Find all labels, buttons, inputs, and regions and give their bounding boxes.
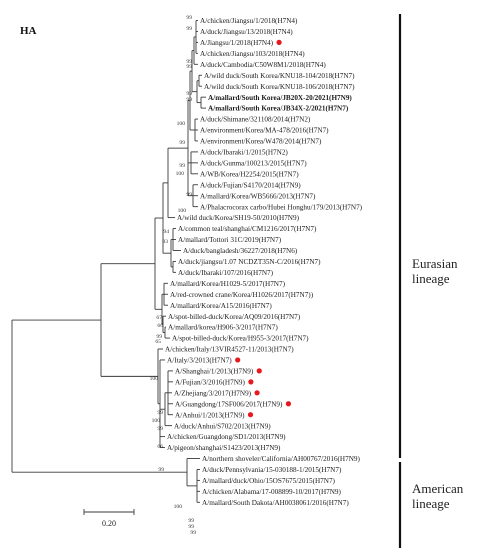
bootstrap-value: 100 bbox=[174, 504, 183, 510]
bootstrap-value: 99 bbox=[157, 426, 163, 432]
lineage-label: lineage bbox=[412, 271, 450, 286]
taxon-label: A/duck/Anhui/S702/2013(H7N9) bbox=[174, 422, 271, 430]
bootstrap-value: 93 bbox=[162, 239, 168, 245]
bootstrap-value: 65 bbox=[155, 339, 161, 345]
bootstrap-value: 99 bbox=[186, 97, 192, 103]
taxon-label: A/Italy/3/2013(H7N7) bbox=[167, 357, 232, 365]
bootstrap-value: 99 bbox=[188, 524, 194, 530]
taxon-label: A/mallard/Korea/A15/2016(H7N7) bbox=[170, 302, 272, 310]
taxon-label: A/duck/Fujian/S4170/2014(H7N9) bbox=[200, 181, 301, 189]
human-isolate-marker bbox=[285, 401, 292, 407]
taxon-label: A/Anhui/1/2013(H7N9) bbox=[175, 411, 245, 419]
taxon-label: A/duck/Cambodia/C50W8M1/2018(H7N4) bbox=[200, 61, 326, 69]
taxon-label: A/duck/Shimane/321108/2014(H7N2) bbox=[200, 116, 311, 124]
taxon-label: A/mallard/South Korea/JB34X-2/2021(H7N7) bbox=[208, 105, 349, 113]
taxon-label: A/duck/bangladesh/36227/2018(H7N6) bbox=[183, 247, 298, 255]
taxon-label: A/Shanghai/1/2013(H7N9) bbox=[175, 368, 254, 376]
taxon-label: A/environment/Korea/W478/2014(H7N7) bbox=[200, 138, 322, 146]
taxon-labels: A/chicken/Jiangsu/1/2018(H7N4) A/duck/Jia… bbox=[165, 17, 363, 507]
lineage-label: American bbox=[412, 481, 464, 496]
taxon-label: A/wild duck/Korea/SH19-50/2010(H7N9) bbox=[177, 214, 300, 222]
bootstrap-value: 99 bbox=[158, 467, 164, 473]
taxon-label: A/Jiangsu/1/2018(H7N4) bbox=[200, 39, 274, 47]
taxon-label: A/WB/Korea/H2254/2015(H7N7) bbox=[200, 170, 299, 178]
taxon-label: A/spot-billed-duck/Korea/AQ09/2016(H7N7) bbox=[168, 313, 301, 321]
bootstrap-value: 99 bbox=[186, 15, 192, 21]
lineage-label: lineage bbox=[412, 496, 450, 511]
bootstrap-value: 99 bbox=[186, 64, 192, 70]
human-isolate-marker bbox=[235, 357, 241, 363]
bootstrap-value: 94 bbox=[163, 229, 169, 235]
bootstrap-value: 99 bbox=[190, 530, 196, 536]
support-values: 9999999999991009999100991009493666799651… bbox=[150, 15, 197, 536]
taxon-label: A/Phalacrocorax carbo/Hubei Honghu/179/2… bbox=[200, 203, 363, 211]
bootstrap-value: 99 bbox=[186, 26, 192, 32]
bootstrap-value: 100 bbox=[150, 376, 159, 382]
taxon-label: A/mallard/South Korea/JB20X-20/2021(H7N9… bbox=[208, 94, 352, 102]
bootstrap-value: 100 bbox=[178, 208, 187, 214]
taxon-label: A/duck/Ibaraki/107/2016(H7N7) bbox=[178, 269, 274, 277]
taxon-label: A/mallard/duck/Ohio/15OS7675/2015(H7N7) bbox=[202, 477, 336, 485]
bootstrap-value: 99 bbox=[186, 192, 192, 198]
taxon-label: A/mallard/Korea/H1029-5/2017(H7N7) bbox=[170, 280, 286, 288]
taxon-label: A/mallard/South Dakota/AH0038061/2016(H7… bbox=[202, 499, 349, 507]
lineage-label: Eurasian bbox=[412, 256, 458, 271]
taxon-label: A/duck/Pennsylvania/15-030188-1/2015(H7N… bbox=[202, 466, 342, 474]
taxon-label: A/duck/jiangsu/1.07 NCDZT35N-C/2016(H7N7… bbox=[178, 258, 321, 266]
bootstrap-value: 100 bbox=[177, 121, 186, 127]
human-isolate-marker bbox=[276, 39, 282, 46]
taxon-label: A/chicken/Alabama/17-008899-10/2017(H7N9… bbox=[202, 488, 342, 496]
taxon-label: A/wild duck/South Korea/KNU18-106/2018(H… bbox=[204, 83, 355, 91]
bootstrap-value: 100 bbox=[176, 171, 185, 177]
taxon-label: A/chicken/Jiangsu/1/2018(H7N4) bbox=[200, 17, 298, 25]
taxon-label: A/mallard/korea/H906-3/2017(H7N7) bbox=[168, 324, 278, 332]
scale-bar: 0.20 bbox=[83, 509, 135, 528]
taxon-label: A/chicken/Italy/13VIR4527-11/2013(H7N7) bbox=[165, 346, 294, 354]
taxon-label: A/duck/Gunma/100213/2015(H7N7) bbox=[200, 159, 307, 167]
taxon-label: A/mallard/Tottori 31C/2019(H7N7) bbox=[178, 236, 282, 244]
bootstrap-value: 100 bbox=[152, 418, 161, 424]
taxon-label: A/chicken/Guangdong/SD1/2013(H7N9) bbox=[167, 433, 286, 441]
human-isolate-marker bbox=[254, 390, 260, 396]
taxon-label: A/duck/Jiangsu/13/2018(H7N4) bbox=[200, 28, 293, 36]
human-isolate-marker bbox=[256, 368, 262, 374]
bootstrap-value: 99 bbox=[188, 518, 194, 524]
taxon-label: A/wild duck/South Korea/KNU18-104/2018(H… bbox=[204, 72, 355, 80]
tree-branches bbox=[11, 20, 206, 503]
bootstrap-value: 99 bbox=[157, 410, 163, 416]
bootstrap-value: 66 bbox=[157, 444, 163, 450]
taxon-label: A/Zhejiang/3/2017(H7N9) bbox=[174, 389, 252, 397]
scale-bar-label: 0.20 bbox=[102, 519, 116, 528]
taxon-label: A/spot-billed-duck/Korea/H955-3/2017(H7N… bbox=[172, 335, 309, 343]
panel-label: HA bbox=[20, 25, 37, 37]
human-isolate-marker bbox=[247, 412, 254, 418]
human-isolate-marker bbox=[248, 379, 254, 385]
taxon-label: A/pigeon/shanghai/S1423/2013(H7N9) bbox=[167, 444, 281, 452]
bootstrap-value: 99 bbox=[186, 59, 192, 65]
bootstrap-value: 66 bbox=[157, 323, 163, 329]
taxon-label: A/northern shoveler/California/AH00767/2… bbox=[202, 455, 360, 463]
bootstrap-value: 67 bbox=[156, 315, 162, 321]
taxon-label: A/mallard/Korea/WB5666/2013(H7N7) bbox=[200, 192, 316, 200]
taxon-label: A/duck/Ibaraki/1/2015(H7N2) bbox=[200, 149, 288, 157]
bootstrap-value: 99 bbox=[186, 91, 192, 97]
bootstrap-value: 99 bbox=[156, 334, 162, 340]
taxon-label: A/red-crowned crane/Korea/H1026/2017(H7N… bbox=[170, 291, 314, 299]
bootstrap-value: 99 bbox=[179, 140, 185, 146]
taxon-label: A/common teal/shanghai/CM1216/2017(H7N7) bbox=[178, 225, 317, 233]
taxon-label: A/chicken/Jiangsu/103/2018(H7N4) bbox=[200, 50, 305, 58]
taxon-label: A/environment/Korea/MA-478/2016(H7N7) bbox=[200, 127, 329, 135]
bootstrap-value: 99 bbox=[179, 163, 185, 169]
taxon-label: A/Guangdong/17SF006/2017(H7N9) bbox=[175, 400, 283, 408]
taxon-label: A/Fujian/3/2016(H7N9) bbox=[175, 378, 245, 386]
